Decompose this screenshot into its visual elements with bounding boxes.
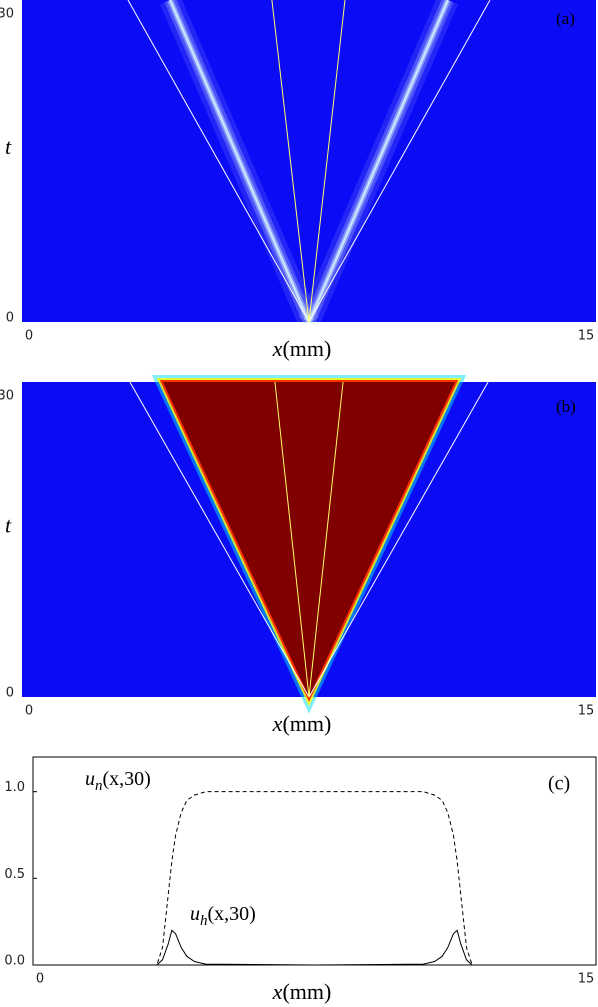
y-tick-label: 0 <box>6 311 14 326</box>
region <box>162 382 456 697</box>
x-axis-label: x(mm) <box>272 979 332 1004</box>
x-axis-var: x <box>272 336 283 361</box>
series-line <box>33 791 596 966</box>
guide-line <box>308 381 344 698</box>
x-axis-unit: (mm) <box>282 336 331 361</box>
annotation-var: u <box>85 768 95 790</box>
x-axis-label: x(mm) <box>272 336 332 361</box>
x-tick-label: 15 <box>578 972 595 987</box>
x-axis-var: x <box>272 711 283 736</box>
x-axis-label: x(mm) <box>272 711 332 736</box>
x-tick-label: 0 <box>25 329 33 344</box>
guide-line <box>129 381 310 698</box>
heatmap-background <box>22 0 596 322</box>
x-axis-unit: (mm) <box>282 711 331 736</box>
guide-line <box>274 381 310 698</box>
guide-line <box>308 0 346 323</box>
y-tick-label: 1.0 <box>4 780 25 795</box>
y-tick-label: 0.5 <box>4 867 25 882</box>
panel-label: (b) <box>556 397 576 416</box>
streak <box>168 0 311 323</box>
y-axis-label: t <box>5 134 12 159</box>
series-line <box>33 929 596 966</box>
annotation: uh(x,30) <box>190 903 256 930</box>
annotation-var: u <box>190 903 200 925</box>
y-tick-label: 0 <box>6 686 14 701</box>
y-tick-label: 30 <box>0 7 14 22</box>
guide-line <box>308 0 491 323</box>
guide-line <box>308 381 489 698</box>
panel-label: (c) <box>548 773 570 795</box>
y-axis-label: t <box>5 513 12 538</box>
panel-label: (a) <box>556 9 575 28</box>
y-tick-label: 0.0 <box>4 954 25 969</box>
y-tick-label: 30 <box>0 389 14 404</box>
annotation-rest: (x,30) <box>103 768 151 790</box>
annotation-sub: n <box>95 778 103 794</box>
annotation-sub: h <box>200 913 208 929</box>
x-tick-label: 0 <box>36 972 44 987</box>
annotation: un(x,30) <box>85 768 151 795</box>
x-tick-label: 15 <box>578 704 595 719</box>
x-tick-label: 15 <box>578 329 595 344</box>
guide-line <box>271 0 310 323</box>
x-axis-var: x <box>272 979 283 1004</box>
x-axis-unit: (mm) <box>282 979 331 1004</box>
x-tick-label: 0 <box>25 704 33 719</box>
annotation-rest: (x,30) <box>208 903 256 925</box>
guide-line <box>127 0 310 323</box>
streak <box>307 0 450 323</box>
